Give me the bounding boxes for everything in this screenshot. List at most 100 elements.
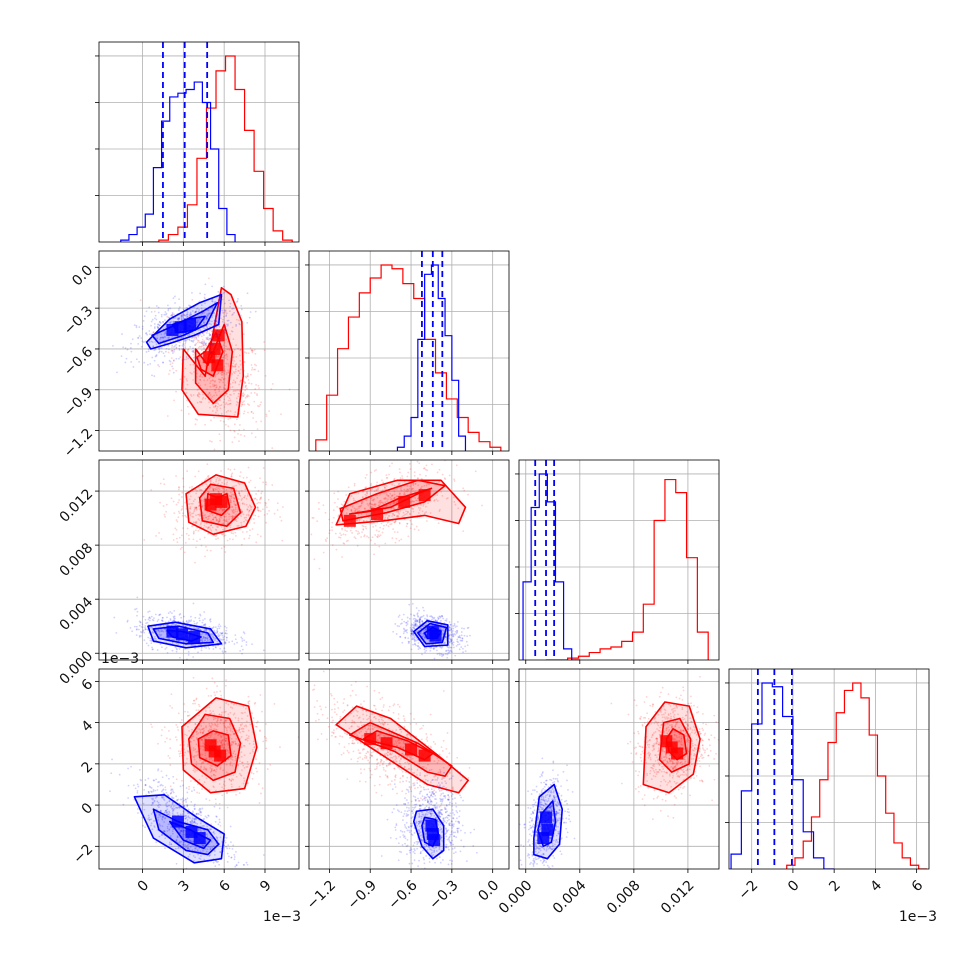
scatter-point <box>197 339 200 342</box>
scatter-point <box>452 635 455 638</box>
scatter-point <box>333 492 336 495</box>
scatter-point <box>176 520 179 523</box>
scatter-point <box>203 311 206 314</box>
scatter-point <box>224 534 227 537</box>
scatter-point <box>224 726 227 729</box>
scatter-point <box>427 621 429 624</box>
scatter-point <box>223 322 226 324</box>
scatter-point <box>226 319 229 322</box>
scatter-point <box>414 483 417 485</box>
scatter-point <box>206 379 209 382</box>
scatter-point <box>155 305 158 307</box>
scatter-point <box>177 317 180 320</box>
scatter-point <box>213 737 216 740</box>
scatter-point <box>210 757 213 760</box>
scatter-point <box>228 299 230 302</box>
scatter-point <box>362 490 365 493</box>
scatter-point <box>220 742 223 745</box>
scatter-point <box>368 503 371 505</box>
scatter-point <box>214 774 217 777</box>
scatter-point <box>374 524 377 527</box>
scatter-point <box>207 526 210 529</box>
scatter-point <box>181 496 183 498</box>
scatter-point <box>239 359 242 362</box>
scatter-point <box>209 709 212 712</box>
scatter-point <box>421 620 424 623</box>
scatter-point <box>451 641 454 644</box>
scatter-point <box>211 320 213 323</box>
scatter-point <box>180 779 183 782</box>
scatter-point <box>210 634 213 637</box>
scatter-point <box>253 348 256 351</box>
panel-frame <box>308 459 510 661</box>
panel-frame <box>518 459 720 661</box>
scatter-point <box>258 387 260 390</box>
scatter-point <box>227 399 230 402</box>
scatter-point <box>171 365 174 368</box>
scatter-point <box>155 630 158 633</box>
scatter-point <box>358 519 361 522</box>
scatter-point <box>241 403 244 406</box>
scatter-point <box>223 309 226 312</box>
scatter-point <box>390 495 393 498</box>
scatter-point <box>203 341 205 344</box>
scatter-point <box>452 629 454 632</box>
scatter-point <box>429 649 432 652</box>
scatter-point <box>171 638 173 641</box>
scatter-point <box>367 516 370 519</box>
scatter-point <box>166 651 169 654</box>
scatter-point <box>388 473 390 476</box>
scatter-point <box>243 503 246 505</box>
scatter-point <box>334 532 337 535</box>
scatter-point <box>219 741 222 744</box>
scatter-point <box>189 505 192 508</box>
scatter-point <box>432 647 435 650</box>
scatter-point <box>257 370 260 373</box>
scatter-point <box>170 314 172 317</box>
scatter-point <box>250 349 253 352</box>
scatter-point <box>209 629 212 632</box>
scatter-point <box>203 344 205 347</box>
scatter-point <box>233 500 235 503</box>
scatter-point <box>250 411 253 413</box>
scatter-point <box>197 310 200 313</box>
scatter-point <box>214 487 217 490</box>
scatter-point <box>189 740 192 743</box>
scatter-point <box>213 786 215 789</box>
scatter-point <box>129 346 132 349</box>
scatter-point <box>204 343 207 346</box>
scatter-point <box>223 641 226 644</box>
scatter-point <box>204 423 206 426</box>
scatter-point <box>466 644 469 647</box>
scatter-point <box>223 351 225 354</box>
scatter-point <box>225 771 228 774</box>
scatter-point <box>210 633 213 635</box>
scatter-point <box>381 501 384 504</box>
scatter-point <box>178 306 181 309</box>
scatter-point <box>159 625 162 627</box>
scatter-point <box>169 738 172 741</box>
scatter-point <box>233 389 236 392</box>
scatter-point <box>422 614 425 617</box>
scatter-point <box>233 365 235 368</box>
scatter-point <box>232 362 234 365</box>
scatter-point <box>186 757 188 760</box>
scatter-point <box>224 403 227 406</box>
scatter-point <box>459 639 462 642</box>
scatter-point <box>441 629 443 631</box>
scatter-point <box>210 419 212 422</box>
contour-line <box>205 492 231 517</box>
scatter-point <box>202 344 205 347</box>
scatter-point <box>137 336 140 339</box>
scatter-point <box>244 519 247 521</box>
scatter-point <box>259 502 262 504</box>
scatter-point <box>164 515 166 518</box>
scatter-point <box>412 482 415 485</box>
scatter-point <box>225 488 228 491</box>
scatter-point <box>214 765 217 768</box>
scatter-point <box>440 490 443 493</box>
scatter-point <box>425 520 428 522</box>
scatter-point <box>245 643 248 646</box>
scatter-point <box>211 526 214 529</box>
scatter-point <box>401 515 404 518</box>
